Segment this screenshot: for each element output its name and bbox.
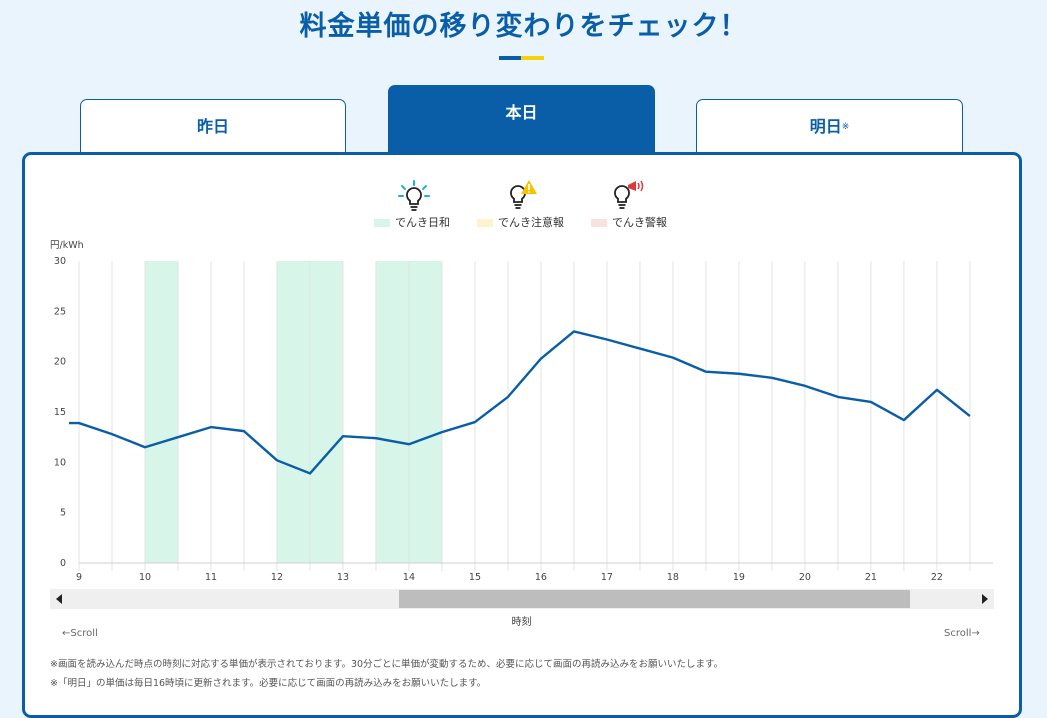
legend-denki-biyori: でんき日和 [374,214,450,230]
tab-tomorrow[interactable]: 明日※ [696,99,963,153]
highlight-band [144,261,178,563]
y-tick-label: 5 [60,508,66,519]
tab-yesterday[interactable]: 昨日 [80,99,346,153]
scroll-thumb[interactable] [399,590,910,608]
tab-tomorrow-label: 明日 [809,117,842,136]
y-tick-label: 0 [60,558,66,569]
lightbulb-rays-icon [398,180,430,211]
x-tick-label: 16 [535,572,547,583]
y-tick-label: 30 [54,256,66,267]
x-tick-label: 22 [931,572,943,583]
y-tick-label: 25 [54,306,66,317]
legend-label: でんき日和 [395,216,450,229]
note-tomorrow-update: ※「明日」の単価は毎日16時頃に更新されます。必要に応じて画面の再読み込みをお願… [50,678,487,689]
legend-swatch [591,219,607,227]
note-reload: ※画面を読み込んだ時点の時刻に対応する単価が表示されております。30分ごとに単価… [50,659,724,670]
y-tick-label: 10 [54,457,66,468]
y-tick-label: 20 [54,357,66,368]
tab-today[interactable]: 本日 [388,85,655,153]
chart-scrollbar[interactable] [50,589,994,609]
x-tick-label: 19 [733,572,745,583]
legend-swatch [477,219,493,227]
scroll-hint-left: ←Scroll [62,628,98,639]
x-tick-label: 10 [139,572,151,583]
tab-today-label: 本日 [505,103,538,122]
legend-label: でんき警報 [612,216,667,229]
scroll-right-arrow-icon[interactable] [982,594,988,604]
x-tick-label: 18 [667,572,679,583]
lightbulb-megaphone-icon [614,180,644,209]
page-title: 料金単価の移り変わりをチェック！ [299,11,748,42]
scroll-hint-right: Scroll→ [944,628,980,639]
underline-yellow [521,56,544,60]
scroll-left-arrow-icon[interactable] [56,594,62,604]
tab-tomorrow-note-mark: ※ [841,122,850,132]
x-tick-label: 15 [469,572,481,583]
x-tick-label: 13 [337,572,349,583]
title-underline [499,56,544,60]
legend-denki-keiho: でんき警報 [591,214,667,230]
x-tick-label: 11 [205,572,217,583]
lightbulb-warning-icon [510,180,537,209]
x-tick-label: 21 [865,572,877,583]
underline-blue [499,56,521,60]
legend-swatch [374,219,390,227]
y-axis-unit-label: 円/kWh [50,240,84,251]
legend-label: でんき注意報 [498,216,564,229]
x-tick-label: 20 [799,572,811,583]
y-tick-label: 15 [54,407,66,418]
x-axis-label: 時刻 [511,617,532,628]
tab-yesterday-label: 昨日 [196,117,229,136]
price-series-line [69,330,971,475]
x-tick-label: 9 [76,572,82,583]
legend-denki-chuiho: でんき注意報 [477,214,564,230]
price-line-chart: 0 5 10 15 20 25 30 円/kWh 9 10 11 12 13 14 15 16 17 18 19 20… [50,240,993,583]
x-tick-label: 17 [601,572,613,583]
x-tick-label: 12 [271,572,283,583]
x-tick-label: 14 [403,572,415,583]
